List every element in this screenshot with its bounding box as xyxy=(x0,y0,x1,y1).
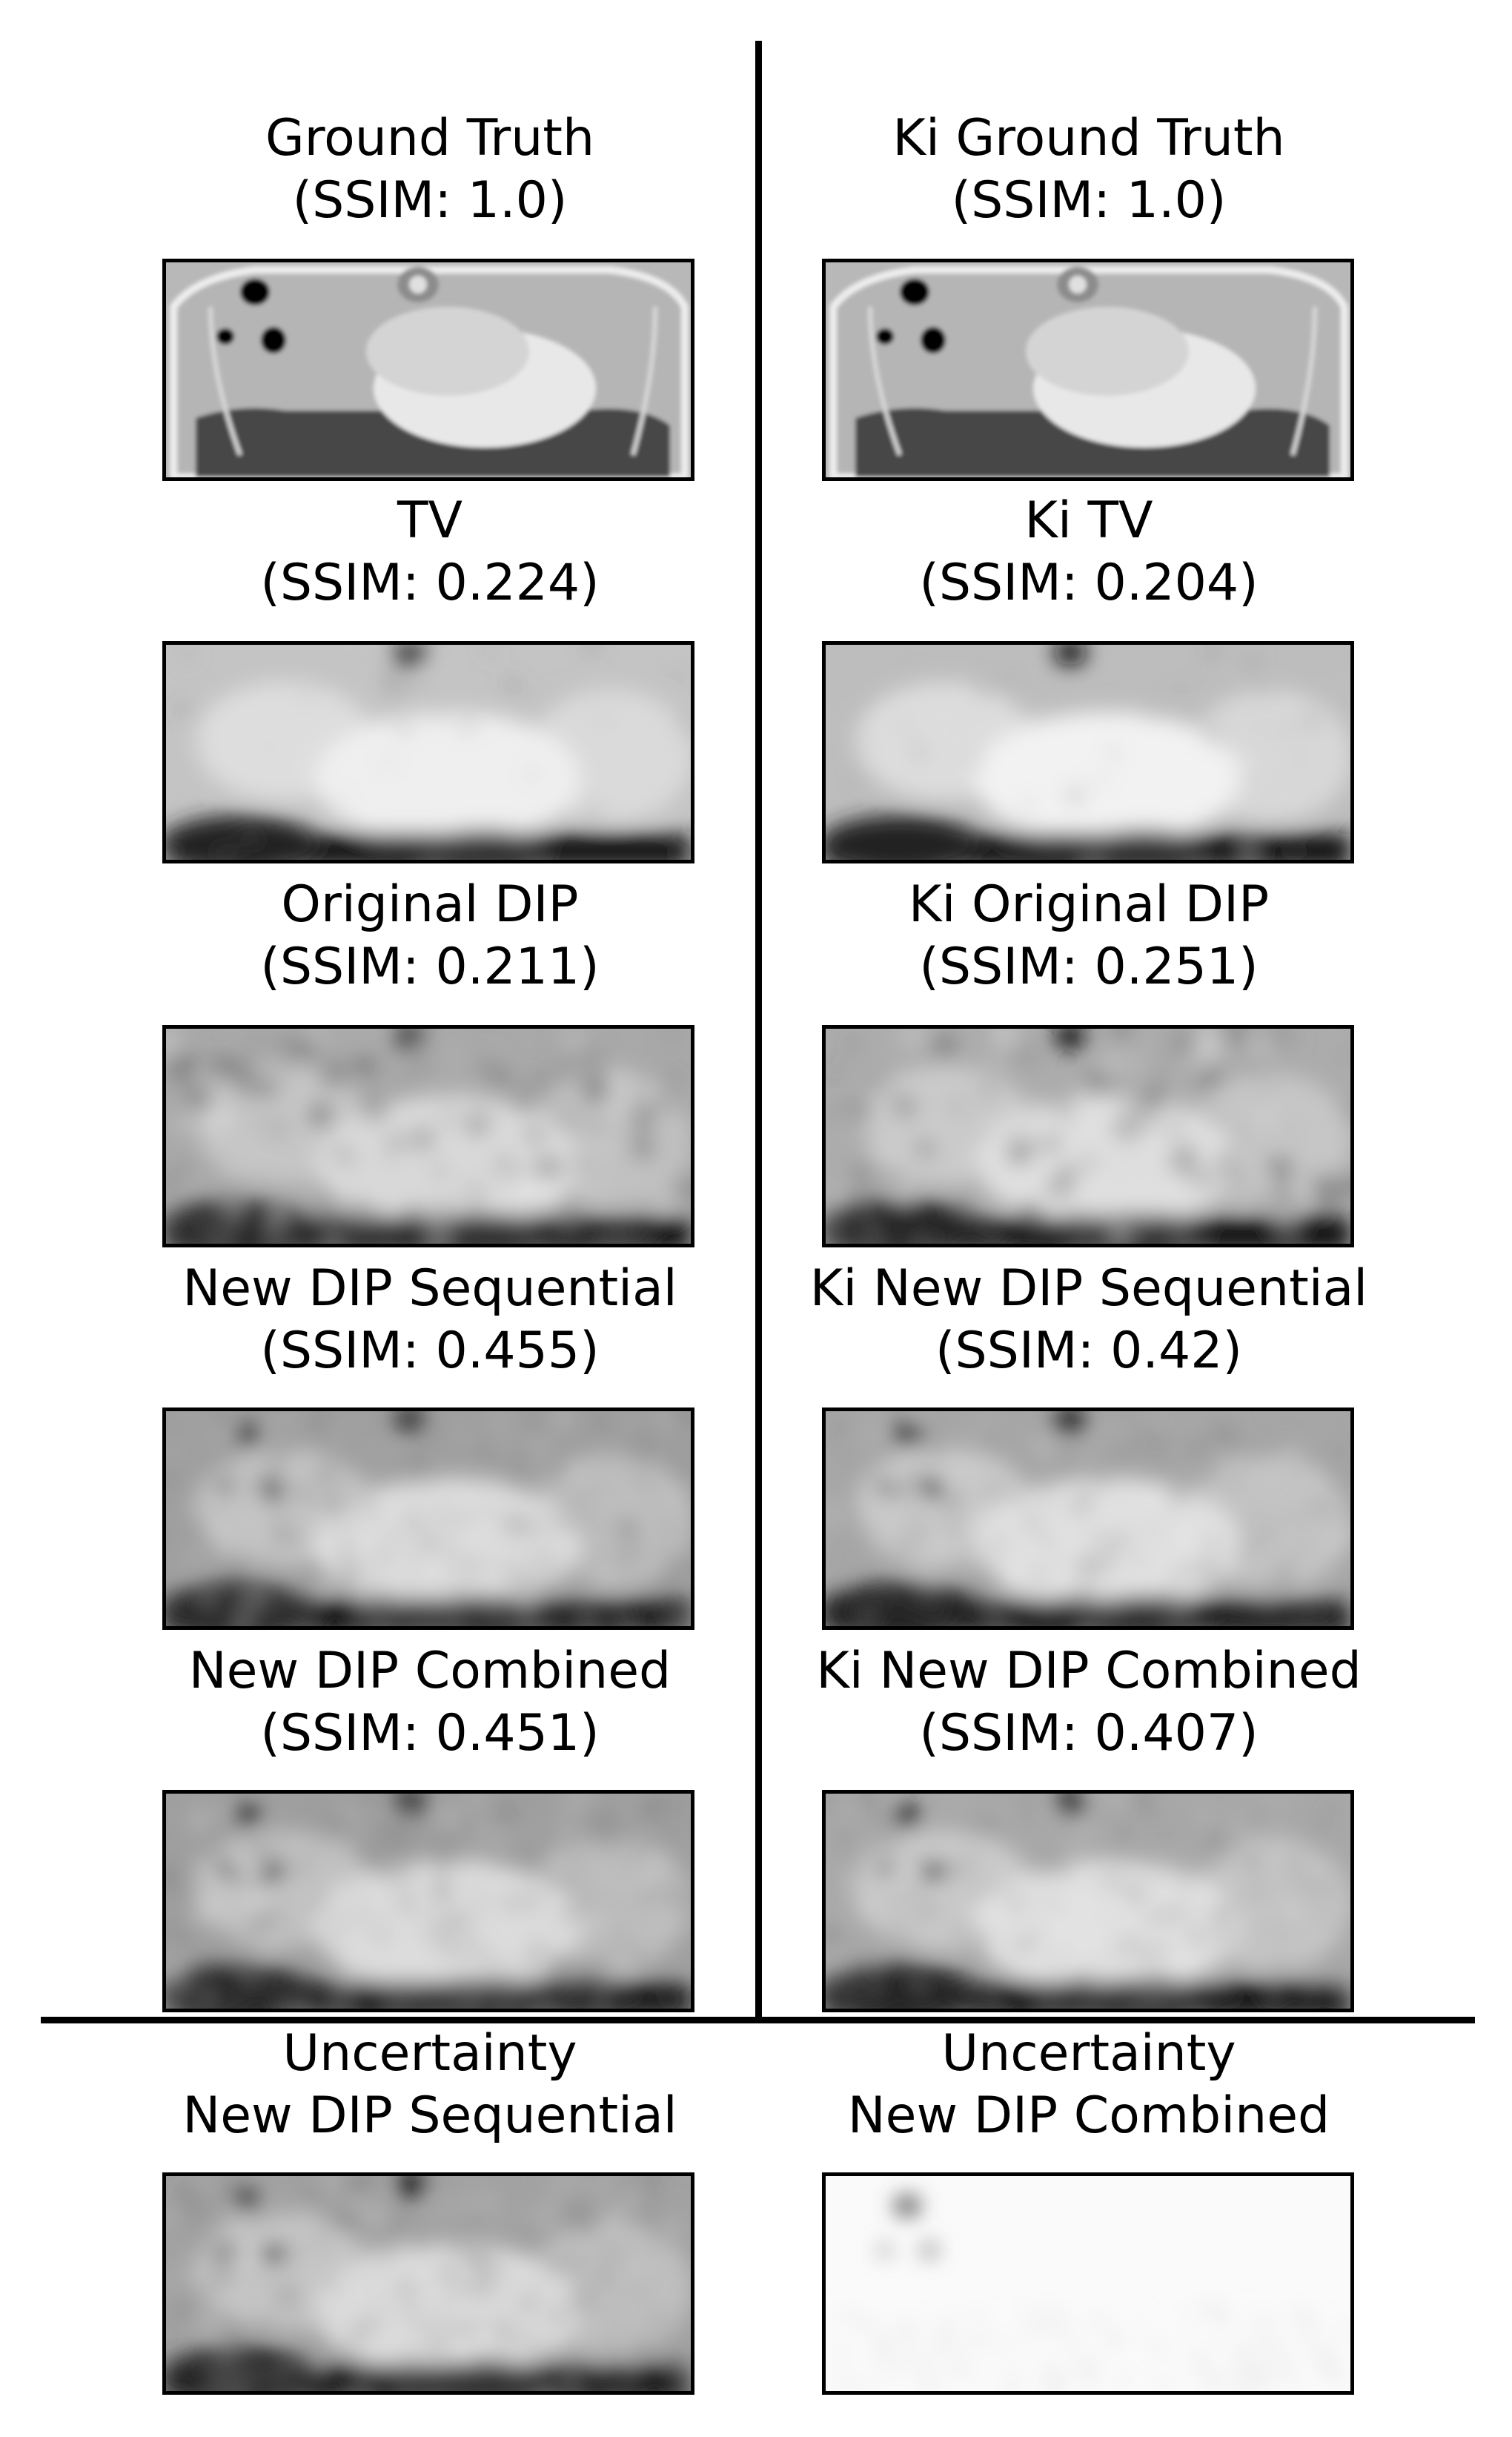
image-ki-ground-truth xyxy=(822,259,1354,481)
panel-title-tv: TV (SSIM: 0.224) xyxy=(260,491,600,612)
image-new-dip-combined xyxy=(162,1790,694,2012)
image-tv xyxy=(162,641,694,863)
panel-title-new-dip-sequential: New DIP Sequential (SSIM: 0.455) xyxy=(182,1259,677,1380)
panel-title-ki-original-dip: Ki Original DIP (SSIM: 0.251) xyxy=(908,875,1270,996)
panel-title-ki-new-dip-sequential: Ki New DIP Sequential (SSIM: 0.42) xyxy=(809,1259,1368,1380)
panel-title-ki-tv: Ki TV (SSIM: 0.204) xyxy=(919,491,1259,612)
image-ki-new-dip-sequential xyxy=(822,1408,1354,1630)
image-ki-tv xyxy=(822,641,1354,863)
image-ki-original-dip xyxy=(822,1025,1354,1247)
vertical-divider xyxy=(755,41,762,2020)
panel-title-original-dip: Original DIP (SSIM: 0.211) xyxy=(260,875,600,996)
panel-title-new-dip-combined: New DIP Combined (SSIM: 0.451) xyxy=(188,1642,672,1763)
panel-title-uncertainty-combined: Uncertainty New DIP Combined xyxy=(847,2024,1330,2145)
horizontal-divider xyxy=(41,2017,1475,2023)
image-original-dip xyxy=(162,1025,694,1247)
panel-title-ki-ground-truth: Ki Ground Truth (SSIM: 1.0) xyxy=(892,109,1285,230)
image-uncertainty-sequential xyxy=(162,2172,694,2395)
image-uncertainty-combined xyxy=(822,2172,1354,2395)
image-ki-new-dip-combined xyxy=(822,1790,1354,2012)
image-ground-truth xyxy=(162,259,694,481)
panel-title-ground-truth: Ground Truth (SSIM: 1.0) xyxy=(265,109,595,230)
image-new-dip-sequential xyxy=(162,1408,694,1630)
panel-title-ki-new-dip-combined: Ki New DIP Combined (SSIM: 0.407) xyxy=(816,1642,1362,1763)
panel-title-uncertainty-sequential: Uncertainty New DIP Sequential xyxy=(182,2024,677,2145)
